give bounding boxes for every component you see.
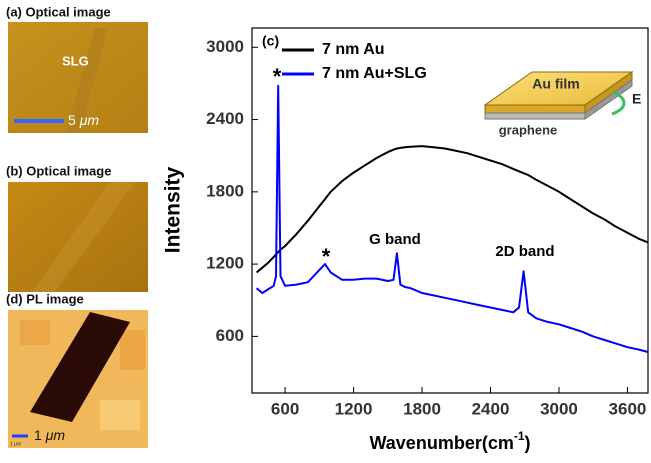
y-tick-label: 2400 [206,109,244,128]
x-tick-label: 1800 [403,399,441,418]
flake-label: SLG [62,53,89,68]
y-axis-label: Intensity [162,167,185,254]
inset-graphene-side [584,79,633,120]
y-tick-label: 1200 [206,254,244,273]
inset-film-edge [484,104,586,114]
inset-arrow [611,90,626,116]
inset-film-label: Au film [532,76,579,92]
inset-graphene [484,112,586,120]
y-tick-label: 600 [216,326,244,345]
scale-label: 5 μm [68,112,99,128]
panel-title: (a) Optical image [6,4,111,19]
x-tick-label: 600 [271,399,299,418]
flake [32,182,135,292]
x-tick-label: 1200 [335,399,373,418]
x-label-end: ) [525,433,531,453]
annotation: * [273,64,282,89]
legend-label: 7 nm Au+SLG [322,65,427,82]
legend-label: 7 nm Au [322,41,385,58]
scale-label: 1 μm [34,427,65,443]
annotation: 2D band [495,243,554,260]
x-tick-label: 2400 [472,399,510,418]
optical-image [8,182,148,292]
x-label-text: Wavenumber(cm [369,433,513,453]
scale-value: 1 [34,427,42,443]
inset-substrate-label: graphene [499,122,558,137]
series-line [255,84,649,353]
annotation: * [322,244,331,269]
panel-title: (d) PL image [6,291,84,306]
panel-title: (b) Optical image [6,163,111,178]
inset-field-label: E [632,91,641,107]
x-label-sup: -1 [514,429,525,443]
y-tick-label: 1800 [206,181,244,200]
y-tick-label: 3000 [206,37,244,56]
plot-frame [251,27,649,394]
x-tick-label: 3600 [609,399,647,418]
panel-label: (c) [262,33,279,49]
x-axis-label: Wavenumber(cm-1) [369,429,530,453]
scale-unit: μm [79,112,100,128]
scale-bar-text: 1 μm [10,441,21,447]
series-line [255,145,649,274]
pl-texture [100,400,140,430]
pl-texture [120,330,145,370]
pl-texture [20,320,50,345]
x-tick-label: 3000 [540,399,578,418]
scale-value: 5 [68,112,76,128]
flake [66,28,108,133]
scale-unit: μm [45,427,66,443]
flake [30,312,130,422]
annotation: G band [369,231,421,248]
